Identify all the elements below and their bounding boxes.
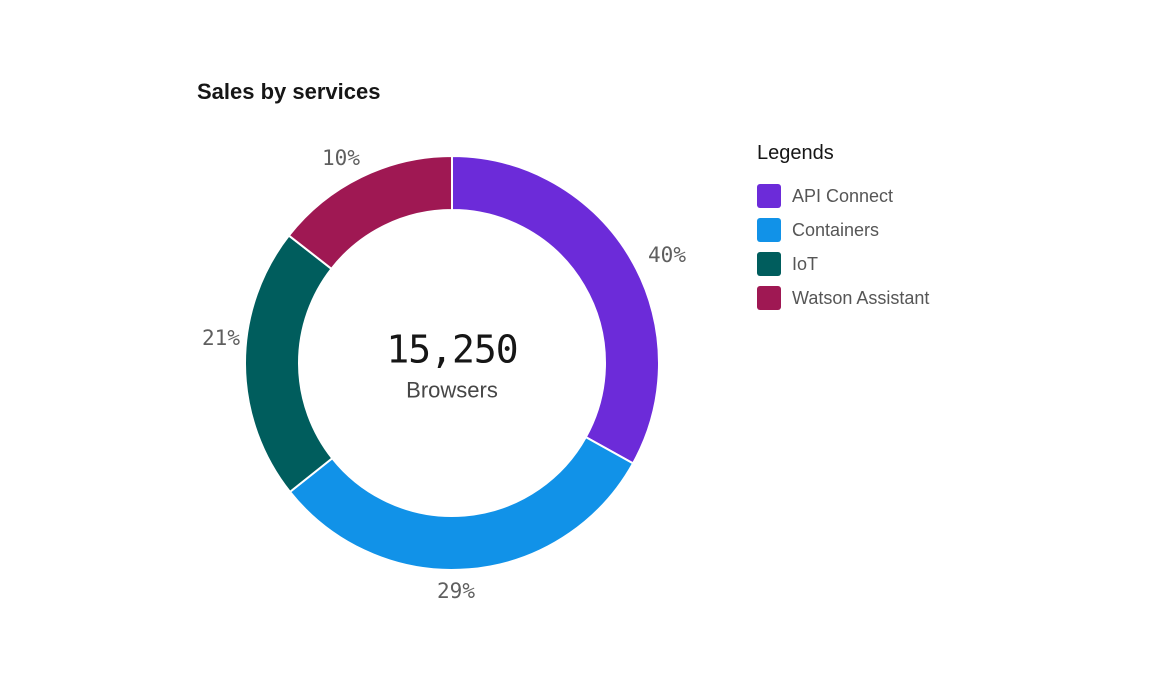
legend: Legends API Connect Containers IoT Watso… xyxy=(757,141,1017,320)
data-label-containers: 29% xyxy=(437,579,475,603)
legend-item-api-connect[interactable]: API Connect xyxy=(757,184,1017,208)
legend-swatch-iot xyxy=(757,252,781,276)
legend-swatch-api-connect xyxy=(757,184,781,208)
legend-swatch-watson-assistant xyxy=(757,286,781,310)
donut-segment-watson-assistant[interactable] xyxy=(287,155,453,270)
data-label-watson-assistant: 10% xyxy=(322,146,360,170)
data-label-api-connect: 40% xyxy=(648,243,686,267)
legend-item-label: API Connect xyxy=(792,186,894,206)
legend-item-label: Watson Assistant xyxy=(792,288,930,308)
data-label-iot: 21% xyxy=(202,326,240,350)
legend-item-watson-assistant[interactable]: Watson Assistant xyxy=(757,286,1017,310)
legend-swatch-containers xyxy=(757,218,781,242)
legend-heading: Legends xyxy=(757,142,834,164)
legend-item-label: IoT xyxy=(792,254,819,274)
donut-segment-containers[interactable] xyxy=(289,436,635,571)
legend-item-iot[interactable]: IoT xyxy=(757,252,1017,276)
chart-title: Sales by services xyxy=(197,79,381,104)
donut-segment-iot[interactable] xyxy=(244,234,334,493)
donut-chart xyxy=(244,155,660,571)
legend-item-containers[interactable]: Containers xyxy=(757,218,1017,242)
donut-segment-api-connect[interactable] xyxy=(451,155,660,465)
legend-item-label: Containers xyxy=(792,220,880,240)
